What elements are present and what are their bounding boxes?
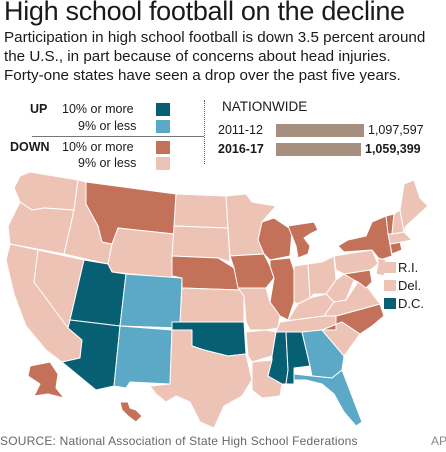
legend-down-low-label: 9% or less bbox=[78, 156, 137, 170]
legend-down-high-label: 10% or more bbox=[62, 140, 134, 154]
state-michigan bbox=[287, 221, 319, 259]
state-maine bbox=[399, 179, 429, 233]
legend-up-high-label: 10% or more bbox=[62, 102, 134, 116]
swatch-dc bbox=[384, 298, 396, 309]
nationwide-year-2016: 2016-17 bbox=[218, 142, 264, 156]
subtitle-line-3: Forty-one states have seen a drop over t… bbox=[4, 67, 401, 84]
subtitle-line-1: Participation in high school football is… bbox=[4, 29, 426, 46]
credit: AP bbox=[431, 434, 446, 448]
legend-down-label: DOWN bbox=[10, 140, 50, 154]
state-new-jersey bbox=[375, 257, 387, 277]
legend-divider bbox=[32, 136, 204, 137]
state-missouri bbox=[237, 287, 281, 331]
map-title: High school football on the decline bbox=[4, 0, 405, 26]
state-north-dakota bbox=[173, 193, 229, 229]
legend-up-high-swatch bbox=[156, 103, 170, 116]
nationwide-value-2016: 1,059,399 bbox=[365, 142, 421, 156]
state-north-carolina bbox=[321, 303, 385, 335]
nationwide-bar-2016 bbox=[276, 143, 361, 156]
state-iowa bbox=[229, 253, 275, 289]
map-subtitle: Participation in high school football is… bbox=[4, 28, 444, 85]
label-delaware: Del. bbox=[398, 278, 422, 293]
subtitle-line-2: the U.S., in part because of concerns ab… bbox=[4, 48, 391, 65]
panel-divider bbox=[204, 100, 205, 164]
state-colorado bbox=[119, 273, 183, 329]
swatch-delaware bbox=[384, 280, 396, 291]
legend-up-label: UP bbox=[30, 102, 48, 116]
nationwide-year-2011: 2011-12 bbox=[218, 123, 263, 137]
state-wisconsin bbox=[257, 217, 293, 261]
state-pennsylvania bbox=[333, 249, 379, 275]
label-rhode-island: R.I. bbox=[398, 260, 419, 275]
state-florida bbox=[293, 369, 363, 427]
source-note: SOURCE: National Association of State Hi… bbox=[0, 434, 358, 448]
nationwide-panel: NATIONWIDE 2011-12 1,097,597 2016-17 1,0… bbox=[212, 97, 444, 167]
nationwide-heading: NATIONWIDE bbox=[222, 99, 308, 114]
state-new-mexico bbox=[113, 325, 173, 389]
us-states-map bbox=[5, 171, 429, 429]
nationwide-bar-2011 bbox=[276, 124, 364, 137]
state-illinois bbox=[269, 257, 295, 321]
state-texas bbox=[149, 329, 253, 429]
legend: UP 10% or more 9% or less DOWN 10% or mo… bbox=[6, 100, 204, 170]
state-indiana bbox=[293, 263, 311, 305]
nationwide-value-2011: 1,097,597 bbox=[368, 123, 424, 137]
state-south-dakota bbox=[171, 225, 231, 263]
state-wyoming bbox=[107, 227, 175, 279]
swatch-rhode-island bbox=[384, 262, 396, 273]
legend-down-high-swatch bbox=[156, 141, 170, 154]
state-alaska bbox=[27, 361, 65, 399]
label-dc: D.C. bbox=[398, 296, 424, 311]
legend-down-low-swatch bbox=[156, 157, 170, 170]
state-kansas bbox=[179, 287, 245, 323]
legend-up-low-label: 9% or less bbox=[78, 119, 137, 133]
legend-up-low-swatch bbox=[156, 120, 170, 133]
state-hawaii bbox=[119, 401, 143, 423]
